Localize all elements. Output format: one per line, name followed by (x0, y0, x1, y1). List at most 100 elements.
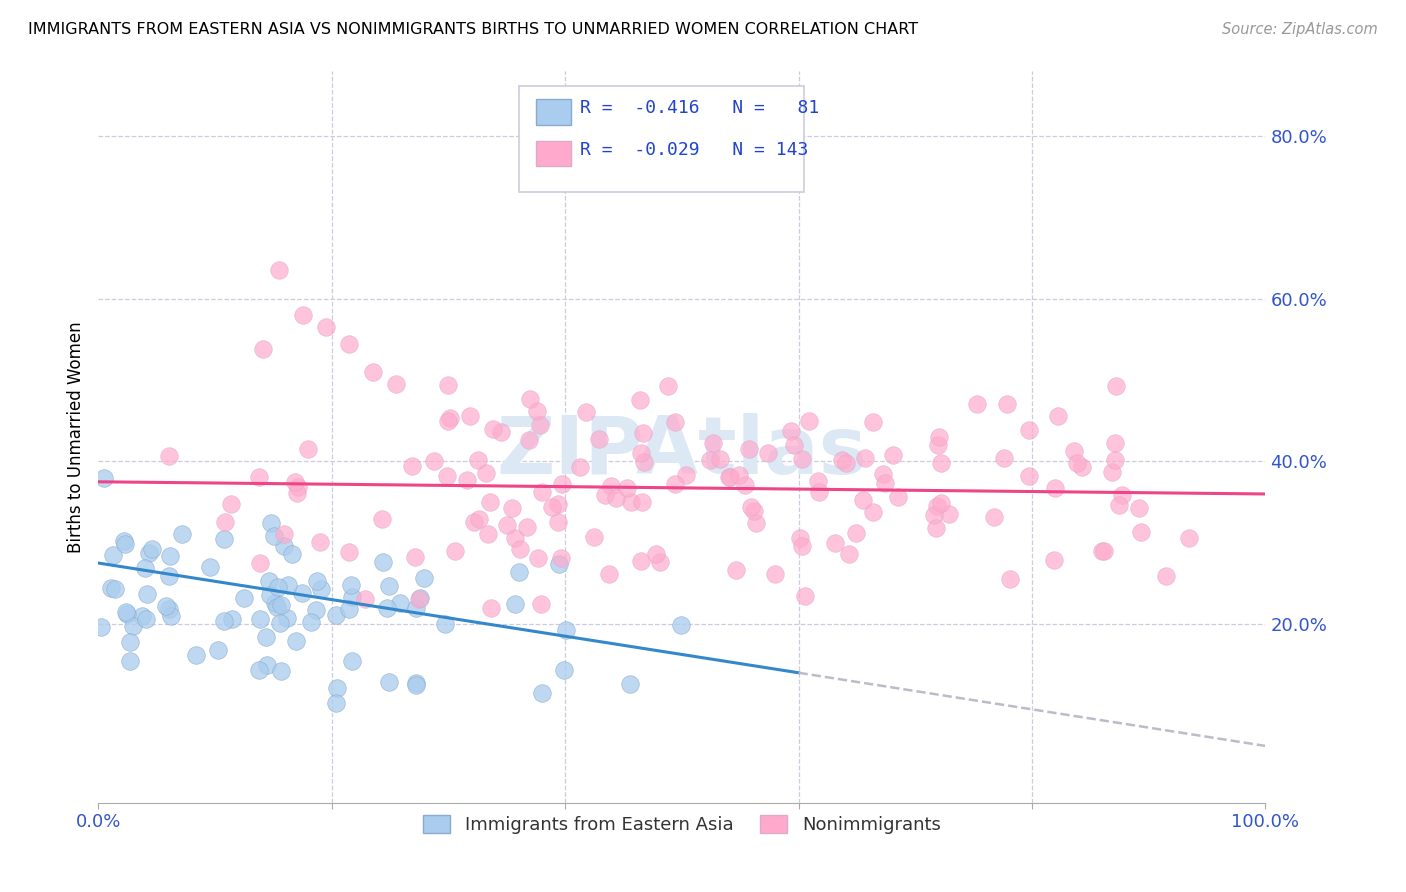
Point (794, 590, 817, 604)
Point (824, 535, 846, 549)
Point (517, 434, 540, 448)
Point (792, 452, 814, 467)
Point (326, 681, 349, 696)
Point (159, 549, 181, 563)
Point (554, 624, 576, 638)
Point (1154, 569, 1177, 583)
Point (831, 453, 853, 467)
Y-axis label: Births to Unmarried Women: Births to Unmarried Women (66, 321, 84, 553)
Point (758, 445, 780, 459)
Point (873, 475, 896, 490)
Point (266, 580, 288, 594)
Point (593, 488, 616, 502)
Point (269, 263, 291, 277)
Point (742, 504, 765, 518)
Point (530, 597, 553, 611)
Point (508, 565, 530, 579)
Point (516, 520, 538, 534)
Text: Source: ZipAtlas.com: Source: ZipAtlas.com (1222, 22, 1378, 37)
Point (198, 560, 221, 574)
Point (853, 450, 876, 465)
Point (212, 533, 235, 547)
Point (115, 607, 138, 621)
Point (157, 569, 180, 583)
Text: R =  -0.416   N =   81: R = -0.416 N = 81 (581, 99, 820, 117)
Point (1104, 436, 1126, 450)
Point (790, 539, 813, 553)
Point (553, 663, 575, 677)
Point (526, 404, 548, 418)
Point (631, 494, 654, 508)
Point (477, 526, 499, 541)
Point (1043, 481, 1066, 495)
Point (927, 499, 949, 513)
Point (277, 578, 299, 592)
Point (157, 602, 180, 616)
Point (437, 378, 460, 392)
Point (503, 597, 526, 611)
Point (354, 591, 377, 606)
Point (232, 591, 254, 605)
Point (340, 578, 363, 592)
Point (291, 308, 314, 322)
Point (503, 531, 526, 545)
Point (779, 424, 801, 438)
Point (882, 449, 904, 463)
Point (481, 422, 503, 436)
Point (361, 365, 384, 379)
Point (548, 558, 571, 572)
Point (547, 497, 569, 511)
Point (260, 516, 283, 530)
Point (489, 425, 512, 440)
Point (1111, 488, 1133, 502)
Point (90, 620, 112, 634)
Point (118, 654, 141, 668)
Point (1178, 531, 1201, 545)
Point (254, 630, 277, 644)
Point (325, 608, 347, 623)
Point (157, 449, 180, 463)
Point (734, 478, 756, 492)
Point (155, 599, 177, 613)
Point (456, 473, 478, 487)
Point (434, 616, 457, 631)
Point (104, 582, 127, 597)
Point (264, 596, 287, 610)
Point (998, 572, 1021, 586)
Point (337, 601, 360, 615)
Point (509, 541, 531, 556)
Point (136, 587, 159, 601)
Point (423, 454, 446, 468)
Point (138, 546, 160, 560)
Point (401, 458, 423, 473)
Point (550, 551, 572, 566)
Point (212, 614, 235, 628)
Point (100, 581, 122, 595)
Point (1043, 553, 1066, 567)
Point (927, 438, 949, 452)
Point (273, 526, 295, 541)
Point (789, 531, 811, 545)
Point (160, 608, 183, 623)
Point (598, 567, 620, 582)
Point (551, 476, 574, 491)
Point (378, 674, 401, 689)
Point (207, 643, 229, 657)
Point (931, 456, 953, 470)
Point (299, 615, 322, 629)
Point (862, 505, 884, 519)
Point (727, 468, 749, 483)
Point (114, 537, 136, 551)
Point (995, 397, 1018, 411)
Point (337, 545, 360, 559)
Point (633, 425, 655, 440)
Point (412, 571, 434, 585)
Point (924, 508, 946, 522)
Point (439, 410, 461, 425)
Point (458, 409, 481, 423)
Point (114, 605, 136, 619)
Point (256, 658, 278, 673)
Point (1104, 452, 1126, 467)
Point (983, 510, 1005, 524)
Point (475, 466, 498, 480)
